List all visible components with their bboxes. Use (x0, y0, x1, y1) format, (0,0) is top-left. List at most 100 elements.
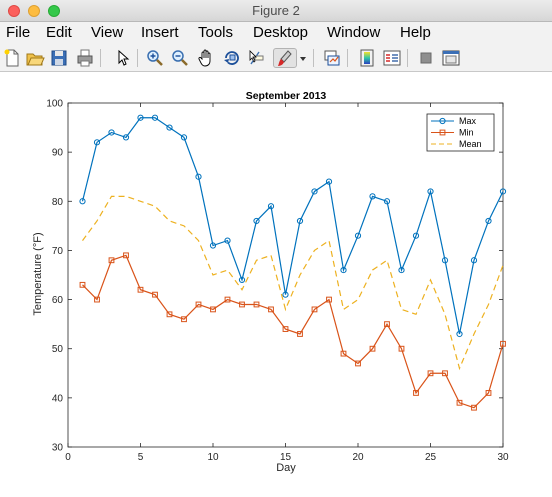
data-point-min[interactable] (297, 331, 303, 337)
data-point-min[interactable] (485, 390, 492, 396)
data-point-max[interactable] (180, 134, 188, 141)
series-line-mean[interactable] (82, 195, 504, 371)
data-point-max[interactable] (398, 266, 405, 274)
data-point-min[interactable] (137, 286, 144, 293)
data-point-min[interactable] (253, 301, 260, 308)
data-point-min[interactable] (369, 345, 376, 352)
insert-legend-icon[interactable] (382, 48, 402, 68)
data-point-max[interactable] (195, 173, 202, 180)
brush-icon[interactable] (273, 48, 297, 68)
data-point-min[interactable] (195, 301, 202, 308)
print-icon[interactable] (75, 48, 95, 68)
data-point-min[interactable] (413, 390, 419, 396)
data-point-min[interactable] (210, 306, 216, 313)
zoom-window-button[interactable] (48, 5, 60, 17)
data-point-min[interactable] (326, 296, 332, 303)
data-point-min[interactable] (384, 321, 390, 328)
pan-hand-icon[interactable] (196, 48, 216, 68)
data-point-min[interactable] (224, 296, 231, 303)
data-point-max[interactable] (296, 217, 304, 225)
data-point-max[interactable] (209, 242, 217, 249)
save-icon[interactable] (49, 48, 69, 68)
data-point-max[interactable] (499, 188, 507, 195)
data-point-min[interactable] (311, 306, 318, 313)
data-point-max[interactable] (340, 266, 347, 274)
menu-view[interactable]: View (91, 24, 124, 41)
close-window-button[interactable] (8, 5, 20, 17)
data-point-min[interactable] (108, 257, 115, 264)
figure-canvas: September 2013 Day Temperature (°F) 0 5 10… (0, 72, 552, 492)
data-point-max[interactable] (354, 232, 362, 239)
data-point-max[interactable] (238, 276, 246, 284)
y-tick-label: 50 (52, 344, 64, 355)
data-point-max[interactable] (122, 134, 130, 141)
show-plot-tools-icon[interactable] (441, 48, 461, 68)
data-point-max[interactable] (441, 257, 449, 264)
data-point-min[interactable] (500, 340, 506, 347)
data-point-max[interactable] (311, 188, 318, 195)
minimize-window-button[interactable] (28, 5, 40, 17)
menu-insert[interactable]: Insert (141, 24, 179, 41)
data-point-max[interactable] (253, 217, 260, 225)
data-point-max[interactable] (470, 257, 478, 264)
data-point-min[interactable] (398, 345, 405, 352)
data-point-max[interactable] (137, 114, 144, 121)
zoom-in-icon[interactable] (145, 48, 165, 68)
data-point-max[interactable] (282, 291, 289, 298)
plot-axes-box[interactable] (67, 102, 504, 448)
data-point-min[interactable] (181, 316, 187, 323)
new-figure-icon[interactable] (2, 48, 22, 68)
open-file-icon[interactable] (25, 48, 45, 68)
data-point-min[interactable] (239, 301, 245, 308)
data-point-min[interactable] (166, 311, 173, 318)
data-point-max[interactable] (224, 237, 231, 244)
rotate-3d-icon[interactable] (222, 48, 242, 68)
y-tick-label: 40 (52, 393, 64, 404)
dropdown-arrow-icon[interactable] (298, 48, 308, 68)
data-point-min[interactable] (268, 306, 274, 313)
data-point-max[interactable] (108, 129, 115, 136)
link-plot-icon[interactable] (322, 48, 342, 68)
menu-tools[interactable]: Tools (198, 24, 234, 41)
menu-edit[interactable]: Edit (46, 24, 72, 41)
data-point-min[interactable] (456, 399, 463, 406)
data-point-min[interactable] (427, 370, 434, 377)
insert-colorbar-icon[interactable] (357, 48, 377, 68)
data-point-max[interactable] (79, 198, 86, 205)
menu-desktop[interactable]: Desktop (253, 24, 309, 41)
data-point-max[interactable] (267, 203, 275, 210)
toolbar-separator (347, 49, 348, 67)
data-point-max[interactable] (383, 198, 391, 205)
data-point-max[interactable] (325, 178, 333, 185)
data-point-min[interactable] (442, 370, 448, 377)
legend-marker-max (439, 117, 446, 125)
data-point-min[interactable] (340, 350, 347, 357)
data-point-min[interactable] (94, 296, 100, 303)
data-point-min[interactable] (123, 252, 129, 259)
data-point-min[interactable] (282, 326, 289, 332)
data-point-max[interactable] (93, 139, 101, 146)
zoom-out-icon[interactable] (170, 48, 190, 68)
title-bar[interactable]: Figure 2 (0, 0, 552, 22)
data-point-min[interactable] (79, 281, 86, 288)
hide-plot-tools-icon[interactable] (416, 48, 436, 68)
line-chart[interactable]: September 2013 Day Temperature (°F) 0 5 10… (0, 72, 552, 492)
data-point-min[interactable] (152, 291, 158, 298)
toolbar-separator (100, 49, 101, 67)
data-point-max[interactable] (369, 193, 376, 200)
data-point-max[interactable] (151, 114, 159, 121)
data-cursor-icon[interactable] (247, 48, 267, 68)
data-point-max[interactable] (485, 217, 492, 225)
data-point-max[interactable] (412, 232, 420, 239)
data-point-min[interactable] (355, 360, 361, 367)
data-point-max[interactable] (456, 330, 463, 338)
menu-window[interactable]: Window (327, 24, 381, 41)
figure-toolbar (0, 44, 552, 72)
data-point-max[interactable] (166, 124, 173, 131)
arrow-pointer-icon[interactable] (112, 48, 132, 68)
menu-help[interactable]: Help (400, 24, 431, 41)
data-point-max[interactable] (427, 188, 434, 195)
menu-file[interactable]: File (6, 24, 31, 41)
data-point-min[interactable] (471, 404, 477, 411)
